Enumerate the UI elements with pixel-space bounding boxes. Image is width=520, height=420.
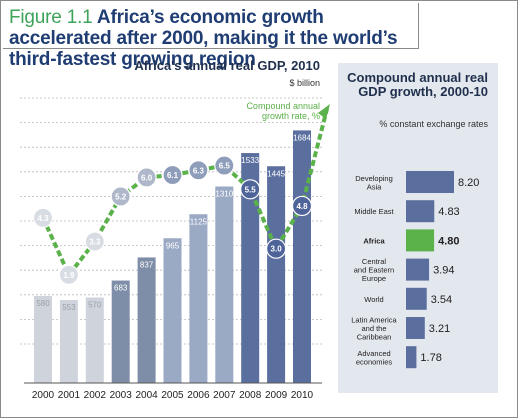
year-tick-label: 2000 <box>32 390 55 401</box>
growth-line-arrowhead <box>318 104 330 119</box>
growth-rate-label: 1.9 <box>63 271 75 280</box>
growth-rate-label: 6.3 <box>193 166 205 175</box>
growth-rate-marker <box>32 207 54 228</box>
growth-category-label: Advanced economies <box>356 349 393 367</box>
growth-category-label: Middle East <box>354 207 394 216</box>
growth-line-path <box>41 108 329 277</box>
gdp-bar-2010 <box>293 130 311 383</box>
growth-category-label: Developing Asia <box>355 174 393 192</box>
gdp-value-label: 683 <box>114 284 128 293</box>
year-tick-label: 2009 <box>265 390 288 401</box>
growth-bar-value: 4.80 <box>438 235 459 247</box>
growth-line: 4.3 1.9 3.3 5.2 6.0 6.1 6.3 6.5 5.5 3.0 4.8 <box>32 104 330 285</box>
growth-bar-value: 1.78 <box>420 352 441 364</box>
gdp-bar-2006 <box>189 214 208 383</box>
growth-bar <box>406 171 454 193</box>
growth-rate-marker <box>162 164 183 186</box>
growth-category-label: World <box>364 295 383 304</box>
gdp-value-label: 1125 <box>190 217 208 226</box>
gdp-unit: $ billion <box>289 78 320 88</box>
gdp-value-label: 553 <box>62 303 76 312</box>
growth-rate-label: 6.0 <box>141 173 153 182</box>
gdp-value-label: 837 <box>140 260 154 269</box>
growth-rate-marker <box>84 231 105 252</box>
growth-rate-marker <box>58 264 80 285</box>
growth-comparison-panel: Compound annual real GDP growth, 2000-10… <box>338 63 498 393</box>
growth-category-label: Africa <box>363 236 385 245</box>
growth-bar <box>406 346 417 369</box>
growth-rate-marker <box>110 186 131 207</box>
growth-rate-marker <box>291 195 313 217</box>
year-tick-label: 2005 <box>161 390 184 401</box>
growth-bar <box>406 229 435 252</box>
gdp-bar-2004 <box>137 257 156 383</box>
growth-bar-value: 3.94 <box>433 265 454 277</box>
gdp-chart-title: Africa's annual real GDP, 2010 <box>134 58 320 73</box>
growth-rate-label: 4.8 <box>296 202 308 211</box>
growth-rate-label: 5.2 <box>115 192 127 201</box>
gdp-value-label: 570 <box>88 301 102 310</box>
growth-line-label: Compound annual growth rate, % <box>246 101 320 121</box>
growth-rate-label: 6.1 <box>167 171 179 180</box>
growth-rate-marker <box>266 238 287 259</box>
growth-rate-label: 4.3 <box>37 214 49 223</box>
growth-rate-marker <box>214 155 235 176</box>
growth-comparison-subtitle: % constant exchange rates <box>379 119 488 129</box>
gdp-value-label: 965 <box>166 241 180 250</box>
growth-rate-marker <box>136 167 157 188</box>
growth-bar-value: 8.20 <box>458 177 479 189</box>
figure-number: Figure 1.1 <box>9 7 93 28</box>
gdp-value-label: 1445 <box>267 169 285 178</box>
growth-rate-label: 6.5 <box>219 162 231 171</box>
gdp-bar-2009 <box>267 166 286 383</box>
growth-bar <box>406 287 427 310</box>
year-tick-label: 2006 <box>187 390 210 401</box>
growth-rate-label: 3.3 <box>89 238 101 247</box>
gdp-bar-2000 <box>34 296 52 383</box>
year-tick-label: 2001 <box>58 390 81 401</box>
year-axis: 2000 2001 2002 2003 2004 2005 2006 2007 2008 2009… <box>24 382 322 401</box>
year-tick-label: 2010 <box>291 390 314 401</box>
year-tick-label: 2003 <box>110 390 133 401</box>
year-tick-label: 2008 <box>239 390 262 401</box>
growth-bar <box>406 200 435 223</box>
gdp-bar-2003 <box>111 280 130 383</box>
gdp-bar-2001 <box>59 300 78 383</box>
growth-rate-label: 5.5 <box>245 185 257 194</box>
growth-bar <box>406 317 425 339</box>
gdp-value-label: 1533 <box>241 156 259 165</box>
growth-rate-marker <box>240 179 261 200</box>
title-box: Figure 1.1 Africa’s economic growth acce… <box>3 3 419 70</box>
gdp-value-label: 1310 <box>215 190 233 199</box>
gdp-value-label: 580 <box>36 299 50 308</box>
year-tick-label: 2007 <box>213 390 236 401</box>
growth-bar <box>406 258 430 281</box>
gdp-bar-2007 <box>215 186 234 383</box>
figure-title-text: Africa’s economic growth accelerated aft… <box>9 7 398 70</box>
growth-category-label: Central and Eastern Europe <box>354 257 394 283</box>
gdp-bar-2008 <box>241 153 260 383</box>
growth-comparison-bars: 8.20 Developing Asia 4.83 Middle East 4.80 Afr… <box>351 171 479 369</box>
growth-bar-value: 3.54 <box>431 294 452 306</box>
gdp-bar-2005 <box>163 238 182 383</box>
year-tick-label: 2004 <box>135 390 158 401</box>
growth-comparison-title: Compound annual real GDP growth, 2000-10 <box>347 70 488 99</box>
growth-bar-value: 4.83 <box>438 206 459 218</box>
gdp-value-label: 1684 <box>293 133 311 142</box>
growth-category-label: Latin America and the Caribbean <box>351 316 397 342</box>
figure-title: Figure 1.1 Africa’s economic growth acce… <box>9 7 421 70</box>
growth-rate-label: 3.0 <box>271 245 283 254</box>
growth-rate-marker <box>188 160 209 181</box>
gdp-bars: 580 553 570 683 837 965 1125 1310 1533 1445 1684 <box>34 130 311 383</box>
growth-bar-value: 3.21 <box>429 323 450 335</box>
gdp-bar-2002 <box>85 297 104 383</box>
year-tick-label: 2002 <box>84 390 107 401</box>
